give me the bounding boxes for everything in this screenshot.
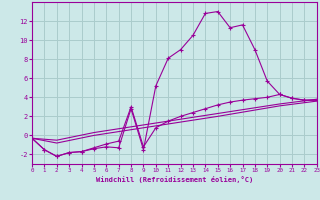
X-axis label: Windchill (Refroidissement éolien,°C): Windchill (Refroidissement éolien,°C) [96, 176, 253, 183]
